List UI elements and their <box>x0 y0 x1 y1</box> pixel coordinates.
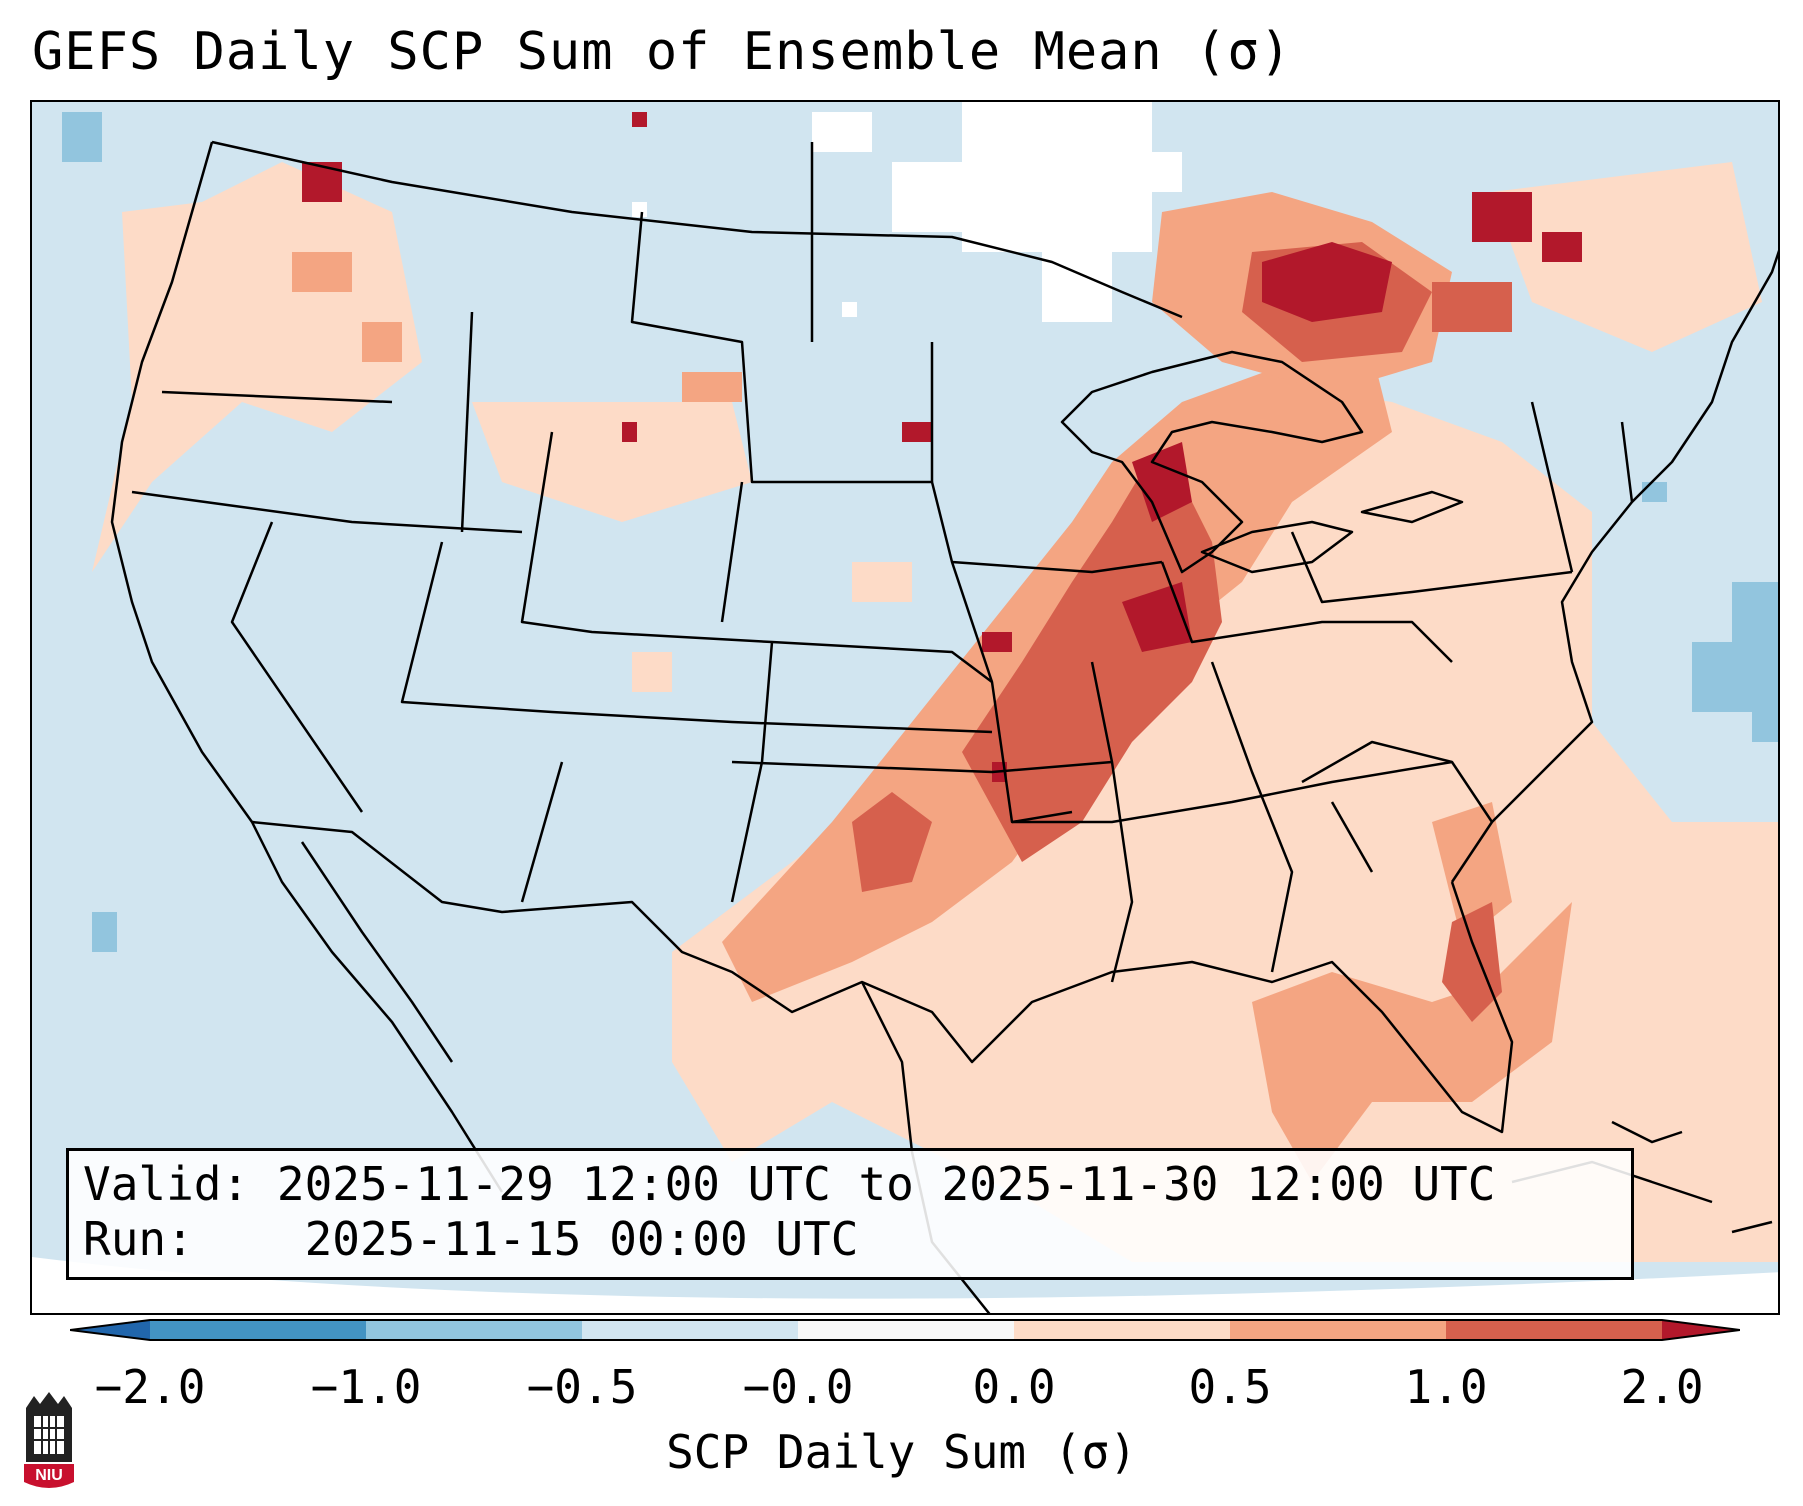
chart-title: GEFS Daily SCP Sum of Ensemble Mean (σ) <box>32 22 1292 82</box>
run-label: Run: <box>83 1212 194 1266</box>
cbar-seg-7 <box>1446 1320 1662 1340</box>
projection-edge <box>32 1257 1778 1313</box>
neutral-cells <box>632 102 1182 322</box>
cbar-seg-5 <box>1014 1320 1230 1340</box>
colorbar-tick-3: −0.0 <box>742 1360 854 1414</box>
cbar-seg-1 <box>150 1320 366 1340</box>
colorbar-tick-6: 1.0 <box>1404 1360 1488 1414</box>
cbar-outline <box>70 1319 1740 1341</box>
cbar-seg-3 <box>582 1320 798 1340</box>
valid-label: Valid: <box>83 1157 250 1211</box>
valid-range-text: 2025-11-29 12:00 UTC to 2025-11-30 12:00… <box>276 1157 1496 1211</box>
colorbar-tick-4: 0.0 <box>972 1360 1056 1414</box>
colorbar-tick-5: 0.5 <box>1188 1360 1272 1414</box>
run-time-text: 2025-11-15 00:00 UTC <box>304 1212 859 1266</box>
map-svg <box>32 102 1778 1313</box>
negative-cells <box>62 112 1778 952</box>
cbar-seg-4 <box>798 1320 1014 1340</box>
cbar-seg-2 <box>366 1320 582 1340</box>
valid-run-info-box: Valid: 2025-11-29 12:00 UTC to 2025-11-3… <box>66 1148 1634 1280</box>
colorbar-tick-0: −2.0 <box>94 1360 206 1414</box>
boundaries <box>110 140 1778 1313</box>
colorbar-tick-1: −1.0 <box>310 1360 422 1414</box>
colorbar-tick-7: 2.0 <box>1620 1360 1704 1414</box>
colorbar <box>70 1319 1740 1341</box>
colorbar-tick-2: −0.5 <box>526 1360 638 1414</box>
map-panel <box>30 100 1780 1315</box>
cbar-seg-6 <box>1230 1320 1446 1340</box>
svg-text:NIU: NIU <box>35 1467 63 1484</box>
colorbar-label: SCP Daily Sum (σ) <box>666 1425 1137 1479</box>
niu-logo-icon: NIU <box>24 1392 74 1488</box>
cbar-seg-0 <box>70 1320 150 1340</box>
cbar-seg-8 <box>1662 1320 1740 1340</box>
